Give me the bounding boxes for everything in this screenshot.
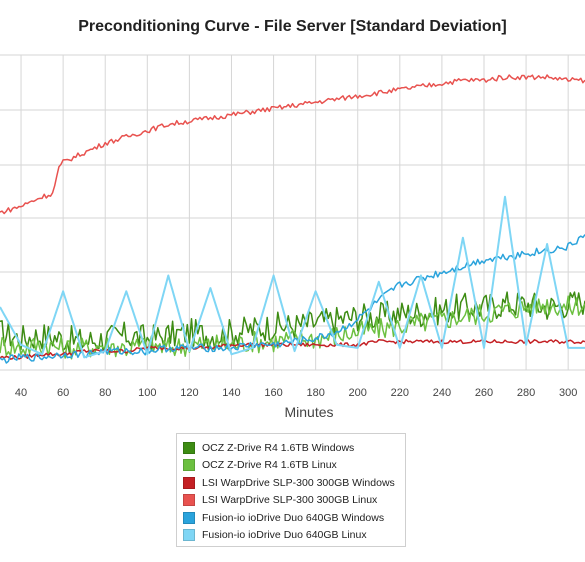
x-tick-labels: 40 60 80 100 120 140 160 180 200 220 240 260 280 300: [15, 387, 577, 399]
legend: OCZ Z-Drive R4 1.6TB Windows OCZ Z-Drive …: [176, 433, 406, 547]
legend-label: OCZ Z-Drive R4 1.6TB Linux: [202, 459, 337, 472]
chart-title: Preconditioning Curve - File Server [Sta…: [78, 18, 507, 35]
legend-item: Fusion-io ioDrive Duo 640GB Windows: [183, 509, 405, 527]
x-tick-label: 260: [475, 387, 493, 399]
x-tick-label: 100: [138, 387, 156, 399]
legend-item: LSI WarpDrive SLP-300 300GB Windows: [183, 474, 405, 492]
legend-item: Fusion-io ioDrive Duo 640GB Linux: [183, 527, 405, 545]
x-tick-label: 200: [349, 387, 367, 399]
legend-item: OCZ Z-Drive R4 1.6TB Windows: [183, 439, 405, 457]
x-tick-label: 300: [559, 387, 577, 399]
legend-label: OCZ Z-Drive R4 1.6TB Windows: [202, 441, 355, 454]
series-line-4: [0, 74, 585, 215]
x-tick-label: 120: [180, 387, 198, 399]
x-tick-label: 220: [391, 387, 409, 399]
series-layer: [0, 74, 585, 364]
x-tick-label: 40: [15, 387, 27, 399]
series-line-2: [0, 295, 585, 360]
legend-swatch: [183, 529, 195, 542]
x-tick-label: 160: [264, 387, 282, 399]
legend-label: LSI WarpDrive SLP-300 300GB Linux: [202, 494, 378, 507]
legend-swatch: [183, 476, 195, 489]
series-line-6: [0, 195, 585, 359]
legend-swatch: [183, 441, 195, 454]
grid-layer: [0, 54, 585, 371]
x-tick-label: 140: [222, 387, 240, 399]
legend-swatch: [183, 494, 195, 507]
x-tick-label: 180: [306, 387, 324, 399]
legend-label: Fusion-io ioDrive Duo 640GB Linux: [202, 529, 367, 542]
series-line-1: [0, 291, 585, 354]
x-tick-label: 80: [99, 387, 111, 399]
legend-swatch: [183, 511, 195, 524]
legend-swatch: [183, 459, 195, 472]
legend-item: OCZ Z-Drive R4 1.6TB Linux: [183, 457, 405, 475]
legend-item: LSI WarpDrive SLP-300 300GB Linux: [183, 492, 405, 510]
x-tick-label: 240: [433, 387, 451, 399]
x-tick-label: 280: [517, 387, 535, 399]
legend-label: Fusion-io ioDrive Duo 640GB Windows: [202, 511, 385, 524]
x-tick-label: 60: [57, 387, 69, 399]
legend-label: LSI WarpDrive SLP-300 300GB Windows: [202, 476, 395, 489]
x-axis-title: Minutes: [284, 404, 333, 420]
